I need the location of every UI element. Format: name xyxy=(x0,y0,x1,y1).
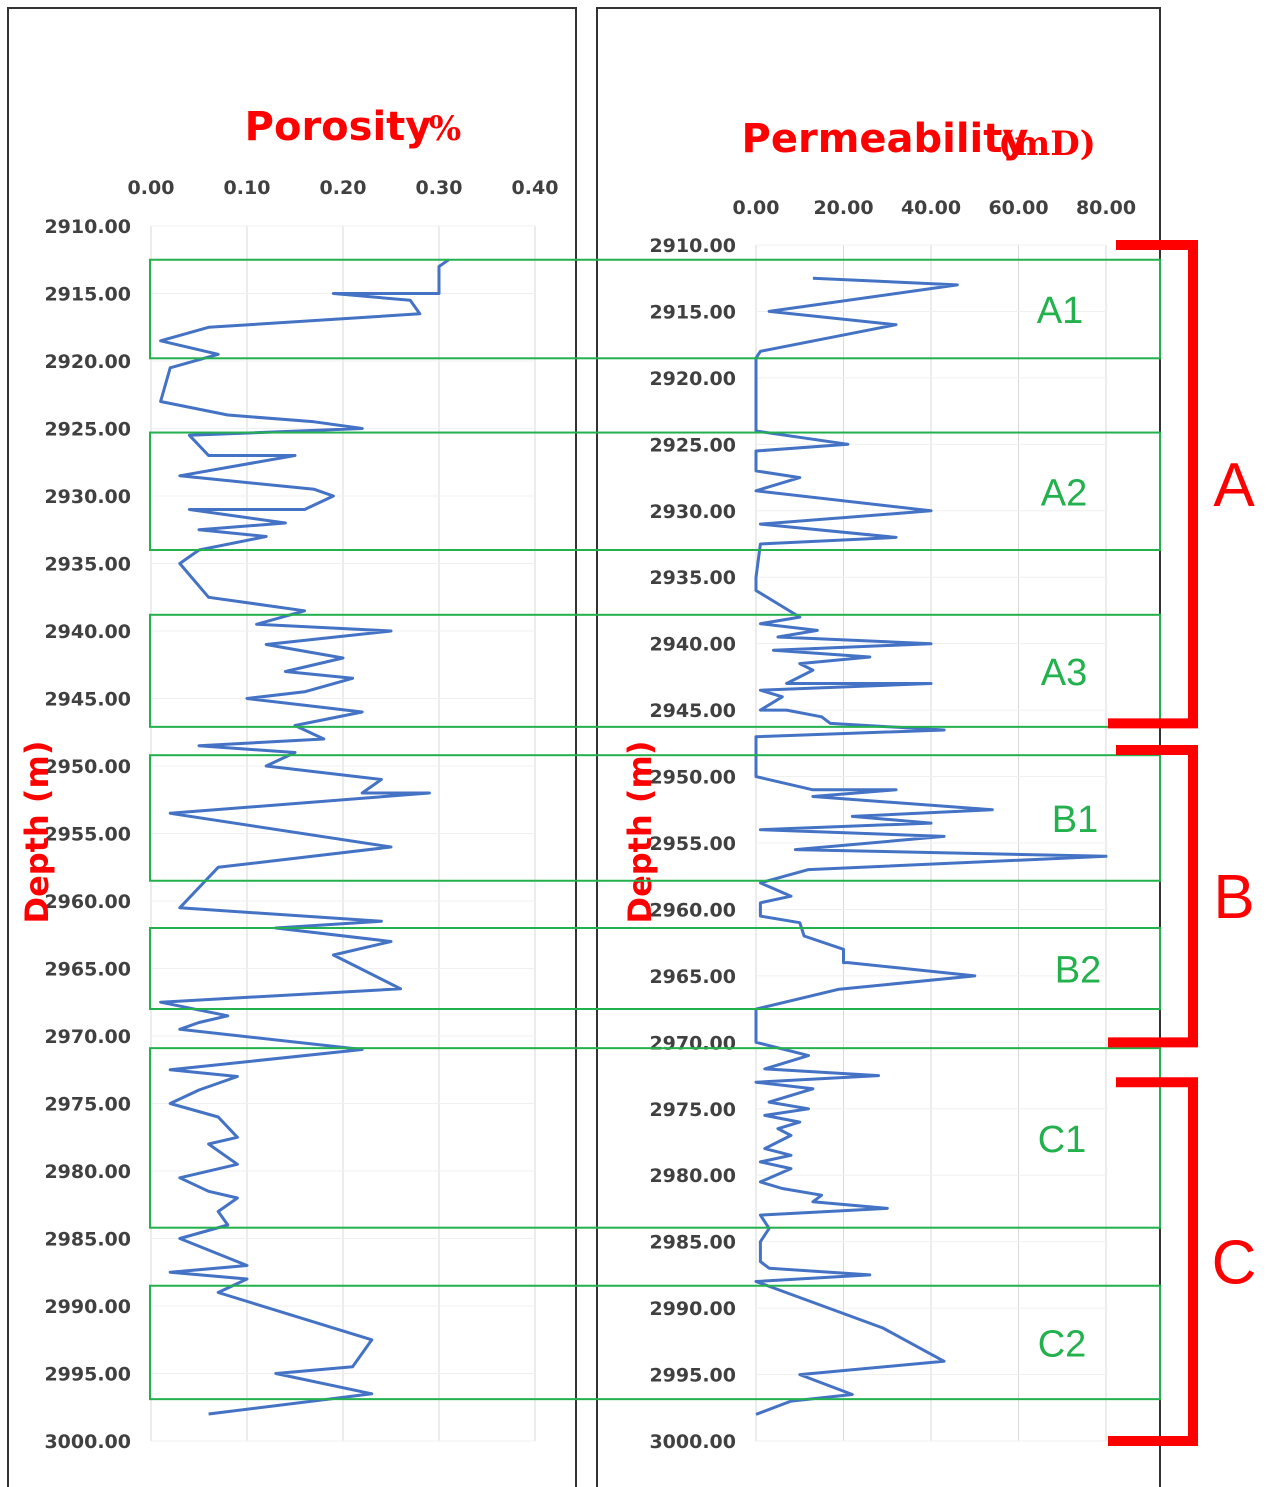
porosity-y-tick-label: 2960.00 xyxy=(44,891,131,913)
porosity-y-tick-label: 2990.00 xyxy=(44,1296,131,1318)
zone-label-b1: B1 xyxy=(1052,799,1098,841)
group-bracket-b xyxy=(1108,744,1198,1048)
permeability-y-tick-label: 2945.00 xyxy=(649,700,736,722)
permeability-x-tick-label: 60.00 xyxy=(988,197,1048,219)
zone-label-c2: C2 xyxy=(1038,1323,1087,1365)
porosity-x-tick-label: 0.00 xyxy=(128,177,175,199)
zone-label-b2: B2 xyxy=(1055,950,1101,992)
porosity-y-tick-label: 2955.00 xyxy=(44,824,131,846)
permeability-y-tick-label: 2910.00 xyxy=(649,235,736,257)
group-brackets: A B C xyxy=(1108,240,1257,1446)
permeability-y-tick-label: 2920.00 xyxy=(649,368,736,390)
zone-box-c2 xyxy=(149,1284,1161,1401)
permeability-y-ticks: 2910.00 2915.00 2920.00 2925.00 2930.00 2935.… xyxy=(649,235,736,1453)
zone-box-a2 xyxy=(149,431,1161,551)
porosity-y-tick-label: 2975.00 xyxy=(44,1094,131,1116)
permeability-y-tick-label: 2995.00 xyxy=(649,1365,736,1387)
permeability-y-tick-label: 2930.00 xyxy=(649,501,736,523)
zone-label-a3: A3 xyxy=(1041,652,1087,694)
porosity-y-tick-label: 2925.00 xyxy=(44,419,131,441)
permeability-y-tick-label: 2955.00 xyxy=(649,833,736,855)
porosity-y-axis-label: Depth (m) xyxy=(18,741,56,924)
porosity-y-tick-label: 3000.00 xyxy=(44,1431,131,1453)
group-label-b: B xyxy=(1213,863,1254,932)
permeability-y-tick-label: 2915.00 xyxy=(649,301,736,323)
permeability-panel-frame xyxy=(596,7,1161,1487)
zone-box-a1 xyxy=(149,258,1161,360)
group-bracket-a xyxy=(1108,240,1198,729)
porosity-x-tick-label: 0.40 xyxy=(512,177,559,199)
group-label-a: A xyxy=(1213,451,1255,520)
zone-box-c1 xyxy=(149,1047,1161,1229)
zone-label-a1: A1 xyxy=(1037,290,1083,332)
permeability-y-tick-label: 2990.00 xyxy=(649,1298,736,1320)
porosity-x-ticks: 0.00 0.10 0.20 0.30 0.40 xyxy=(128,177,559,199)
permeability-x-tick-label: 20.00 xyxy=(813,197,873,219)
group-label-c: C xyxy=(1212,1229,1257,1298)
porosity-x-tick-label: 0.10 xyxy=(224,177,271,199)
permeability-y-tick-label: 2970.00 xyxy=(649,1032,736,1054)
permeability-chart: 0.00 20.00 40.00 60.00 80.00 2910.002915.002… xyxy=(621,116,1136,1453)
permeability-x-tick-label: 40.00 xyxy=(901,197,961,219)
porosity-y-tick-label: 2920.00 xyxy=(44,351,131,373)
porosity-y-ticks: 2910.00 2915.00 2920.00 2925.00 2930.00 2935.… xyxy=(44,216,131,1453)
porosity-y-tick-label: 2980.00 xyxy=(44,1161,131,1183)
permeability-y-tick-label: 2940.00 xyxy=(649,634,736,656)
permeability-y-tick-label: 2965.00 xyxy=(649,966,736,988)
permeability-grid xyxy=(755,244,1107,1442)
porosity-grid xyxy=(150,225,536,1442)
permeability-y-axis-label: Depth (m) xyxy=(621,741,659,924)
porosity-y-tick-label: 2910.00 xyxy=(44,216,131,238)
zone-label-c1: C1 xyxy=(1038,1119,1087,1161)
permeability-x-tick-label: 80.00 xyxy=(1076,197,1136,219)
zone-box-a3 xyxy=(149,613,1161,728)
group-bracket-c xyxy=(1108,1077,1198,1446)
permeability-series-line xyxy=(754,276,1108,1416)
porosity-y-tick-label: 2950.00 xyxy=(44,756,131,778)
porosity-x-tick-label: 0.20 xyxy=(320,177,367,199)
porosity-y-tick-label: 2915.00 xyxy=(44,284,131,306)
porosity-y-tick-label: 2945.00 xyxy=(44,689,131,711)
permeability-y-tick-label: 2925.00 xyxy=(649,434,736,456)
porosity-title-unit: % xyxy=(429,109,461,149)
porosity-y-tick-label: 2965.00 xyxy=(44,959,131,981)
zone-box-b1 xyxy=(149,754,1161,882)
zone-label-a2: A2 xyxy=(1041,472,1087,514)
zone-overlays: A1 A2 A3 B1 B2 C1 C2 xyxy=(149,258,1161,1401)
porosity-y-tick-label: 2930.00 xyxy=(44,486,131,508)
permeability-y-tick-label: 2980.00 xyxy=(649,1165,736,1187)
permeability-y-tick-label: 2935.00 xyxy=(649,567,736,589)
permeability-title: Permeability xyxy=(742,116,1029,162)
permeability-y-tick-label: 2975.00 xyxy=(649,1099,736,1121)
porosity-y-tick-label: 2985.00 xyxy=(44,1229,131,1251)
porosity-chart: 0.00 0.10 0.20 0.30 0.40 2910.00 2915.00 2920.… xyxy=(18,104,558,1453)
permeability-title-unit: (mD) xyxy=(998,124,1096,164)
zone-box-b2 xyxy=(149,927,1161,1010)
porosity-y-tick-label: 2995.00 xyxy=(44,1364,131,1386)
porosity-y-tick-label: 2935.00 xyxy=(44,554,131,576)
permeability-x-tick-label: 0.00 xyxy=(733,197,780,219)
permeability-x-ticks: 0.00 20.00 40.00 60.00 80.00 xyxy=(733,197,1137,219)
porosity-x-tick-label: 0.30 xyxy=(416,177,463,199)
permeability-y-tick-label: 2985.00 xyxy=(649,1232,736,1254)
porosity-title: Porosity xyxy=(245,104,432,150)
permeability-y-tick-label: 2960.00 xyxy=(649,899,736,921)
porosity-panel-frame xyxy=(7,7,577,1487)
permeability-y-tick-label: 3000.00 xyxy=(649,1431,736,1453)
porosity-y-tick-label: 2970.00 xyxy=(44,1026,131,1048)
porosity-y-tick-label: 2940.00 xyxy=(44,621,131,643)
permeability-y-tick-label: 2950.00 xyxy=(649,767,736,789)
porosity-series-line xyxy=(159,258,450,1416)
